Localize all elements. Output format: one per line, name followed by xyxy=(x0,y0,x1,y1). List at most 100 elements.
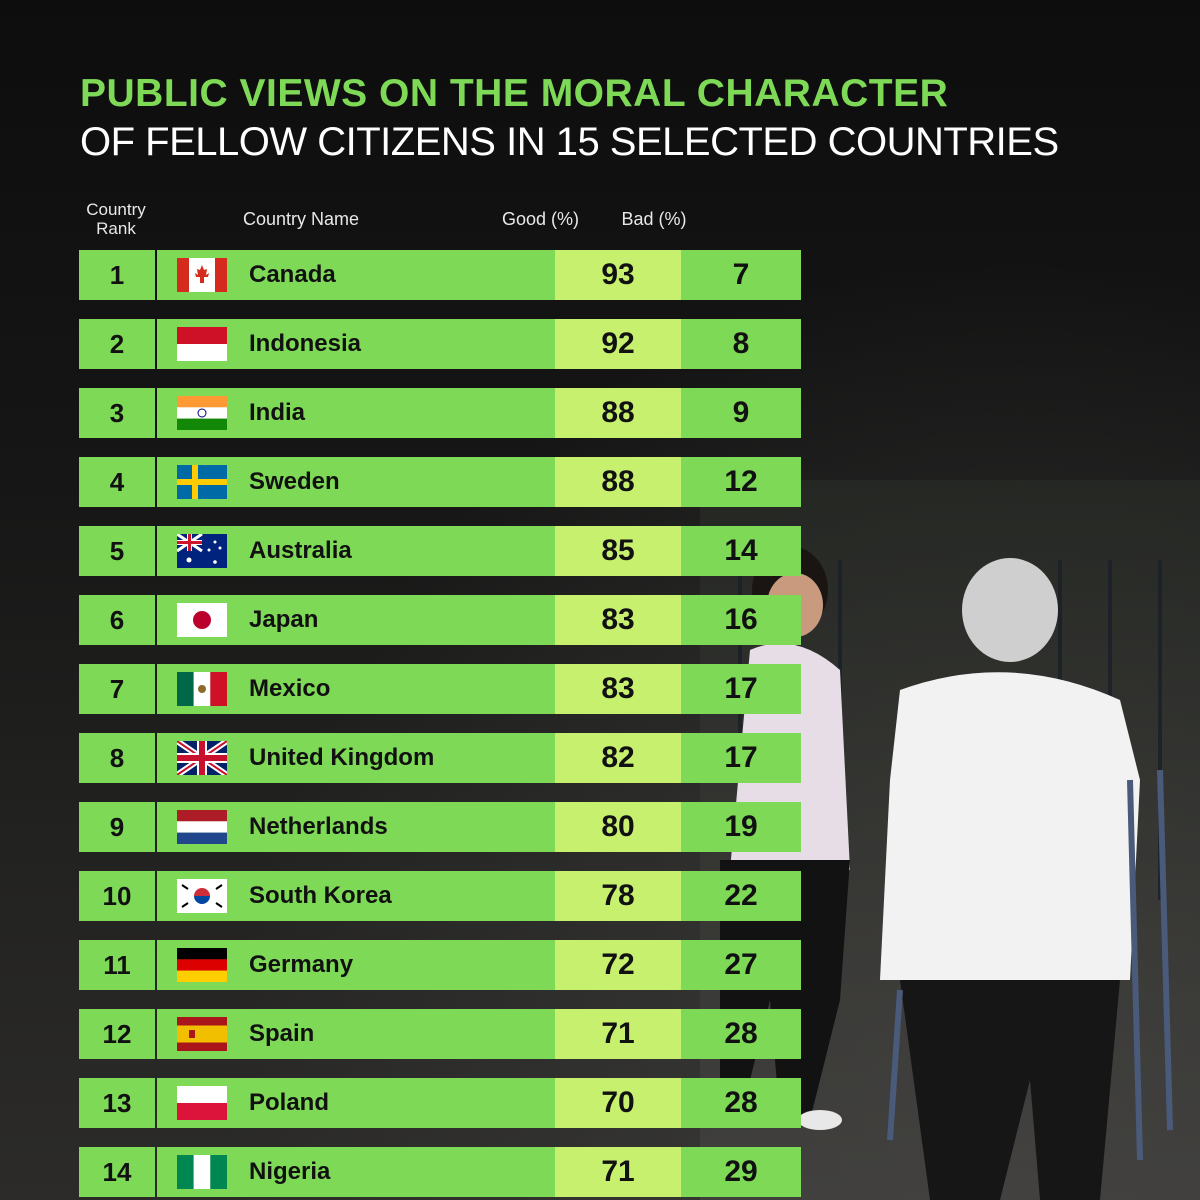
good-percent-cell: 72 xyxy=(555,940,681,990)
country-name: India xyxy=(249,399,306,426)
country-cell: India xyxy=(157,388,555,438)
rank-cell: 12 xyxy=(79,1009,155,1059)
bad-percent-cell: 9 xyxy=(681,388,801,438)
table-row: 12 Spain 71 28 xyxy=(79,1009,801,1059)
good-percent-cell: 85 xyxy=(555,526,681,576)
country-name: Poland xyxy=(249,1089,330,1116)
good-percent-cell: 78 xyxy=(555,871,681,921)
bad-percent-cell: 17 xyxy=(681,733,801,783)
india-flag-icon xyxy=(177,396,227,430)
table-row: 14 Nigeria 71 29 xyxy=(79,1147,801,1197)
rank-cell: 9 xyxy=(79,802,155,852)
chart-title-line2: OF FELLOW CITIZENS IN 15 SELECTED COUNTR… xyxy=(80,120,1059,164)
table-row: 7 Mexico 83 17 xyxy=(79,664,801,714)
rank-cell: 7 xyxy=(79,664,155,714)
country-cell: South Korea xyxy=(157,871,555,921)
country-cell: Netherlands xyxy=(157,802,555,852)
country-name: Germany xyxy=(249,951,354,978)
nigeria-flag-icon xyxy=(177,1155,227,1189)
country-cell: United Kingdom xyxy=(157,733,555,783)
good-percent-cell: 71 xyxy=(555,1147,681,1197)
good-percent-cell: 83 xyxy=(555,664,681,714)
rank-cell: 6 xyxy=(79,595,155,645)
country-name: Canada xyxy=(249,261,336,288)
rank-cell: 3 xyxy=(79,388,155,438)
country-name: United Kingdom xyxy=(249,744,435,771)
header-country-rank: Country Rank xyxy=(70,200,162,238)
country-cell: Japan xyxy=(157,595,555,645)
country-name: Netherlands xyxy=(249,813,388,840)
netherlands-flag-icon xyxy=(177,810,227,844)
mexico-flag-icon xyxy=(177,672,227,706)
header-rank-line2: Rank xyxy=(96,219,136,238)
sweden-flag-icon xyxy=(177,465,227,499)
country-cell: Nigeria xyxy=(157,1147,555,1197)
rank-cell: 13 xyxy=(79,1078,155,1128)
germany-flag-icon xyxy=(177,948,227,982)
rank-cell: 4 xyxy=(79,457,155,507)
bad-percent-cell: 19 xyxy=(681,802,801,852)
table-row: 1 Canada 93 7 xyxy=(79,250,801,300)
country-cell: Canada xyxy=(157,250,555,300)
bad-percent-cell: 16 xyxy=(681,595,801,645)
bad-percent-cell: 7 xyxy=(681,250,801,300)
good-percent-cell: 70 xyxy=(555,1078,681,1128)
good-percent-cell: 88 xyxy=(555,388,681,438)
table-row: 5 Australia 85 14 xyxy=(79,526,801,576)
country-name: Japan xyxy=(249,606,319,633)
country-name: South Korea xyxy=(249,882,392,909)
country-name: Nigeria xyxy=(249,1158,331,1185)
table-row: 13 Poland 70 28 xyxy=(79,1078,801,1128)
country-cell: Poland xyxy=(157,1078,555,1128)
header-bad: Bad (%) xyxy=(621,209,687,229)
bad-percent-cell: 14 xyxy=(681,526,801,576)
country-name: Spain xyxy=(249,1020,315,1047)
rank-cell: 14 xyxy=(79,1147,155,1197)
country-cell: Sweden xyxy=(157,457,555,507)
rank-cell: 8 xyxy=(79,733,155,783)
country-cell: Germany xyxy=(157,940,555,990)
australia-flag-icon xyxy=(177,534,227,568)
bad-percent-cell: 27 xyxy=(681,940,801,990)
indonesia-flag-icon xyxy=(177,327,227,361)
bad-percent-cell: 12 xyxy=(681,457,801,507)
rank-cell: 2 xyxy=(79,319,155,369)
country-name: Australia xyxy=(249,537,352,564)
bad-percent-cell: 28 xyxy=(681,1009,801,1059)
table-row: 3 India 88 9 xyxy=(79,388,801,438)
table-row: 2 Indonesia 92 8 xyxy=(79,319,801,369)
bad-percent-cell: 8 xyxy=(681,319,801,369)
spain-flag-icon xyxy=(177,1017,227,1051)
good-percent-cell: 93 xyxy=(555,250,681,300)
header-rank-line1: Country xyxy=(86,200,146,219)
good-percent-cell: 82 xyxy=(555,733,681,783)
japan-flag-icon xyxy=(177,603,227,637)
table-row: 11 Germany 72 27 xyxy=(79,940,801,990)
table-row: 4 Sweden 88 12 xyxy=(79,457,801,507)
country-cell: Indonesia xyxy=(157,319,555,369)
country-cell: Spain xyxy=(157,1009,555,1059)
chart-title-line1: PUBLIC VIEWS ON THE MORAL CHARACTER xyxy=(80,72,949,115)
rank-cell: 5 xyxy=(79,526,155,576)
rank-cell: 10 xyxy=(79,871,155,921)
rank-cell: 11 xyxy=(79,940,155,990)
bad-percent-cell: 29 xyxy=(681,1147,801,1197)
country-name: Indonesia xyxy=(249,330,362,357)
good-percent-cell: 83 xyxy=(555,595,681,645)
poland-flag-icon xyxy=(177,1086,227,1120)
united-kingdom-flag-icon xyxy=(177,741,227,775)
country-cell: Australia xyxy=(157,526,555,576)
table-row: 9 Netherlands 80 19 xyxy=(79,802,801,852)
canada-flag-icon xyxy=(177,258,227,292)
good-percent-cell: 80 xyxy=(555,802,681,852)
country-name: Mexico xyxy=(249,675,331,702)
rank-cell: 1 xyxy=(79,250,155,300)
bad-percent-cell: 28 xyxy=(681,1078,801,1128)
table-row: 8 United Kingdom 82 17 xyxy=(79,733,801,783)
bad-percent-cell: 22 xyxy=(681,871,801,921)
bad-percent-cell: 17 xyxy=(681,664,801,714)
table-row: 10 South Korea 78 22 xyxy=(79,871,801,921)
good-percent-cell: 92 xyxy=(555,319,681,369)
good-percent-cell: 71 xyxy=(555,1009,681,1059)
country-name: Sweden xyxy=(249,468,340,495)
